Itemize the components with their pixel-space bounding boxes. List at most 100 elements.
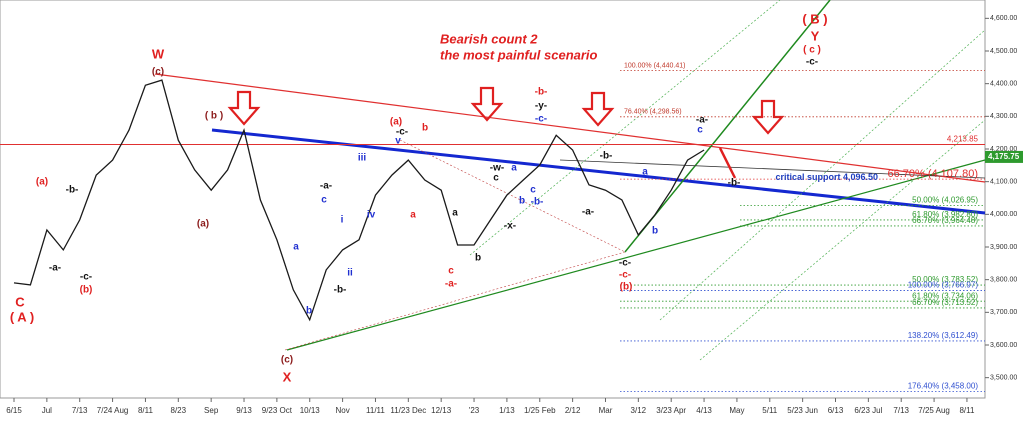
- wave-label: -c-: [806, 57, 818, 68]
- wave-label: -b-: [334, 285, 347, 296]
- wave-label: C: [15, 294, 25, 309]
- x-tick-label: Jul: [42, 406, 52, 415]
- wave-label: Y: [811, 28, 820, 43]
- price-line: [13, 79, 705, 322]
- y-tick-label: 3,500.00: [990, 375, 1017, 382]
- wave-label: c: [448, 266, 454, 277]
- wave-label: iii: [358, 153, 367, 164]
- level-label: 66.70% (3,713.52): [912, 298, 978, 307]
- wave-label: -c-: [619, 270, 631, 281]
- wave-label: a: [642, 167, 648, 178]
- x-tick-label: 9/13: [236, 406, 252, 415]
- wave-label: ( B ): [802, 11, 827, 26]
- wave-label: c: [697, 125, 703, 136]
- wave-label: -a-: [696, 115, 708, 126]
- wave-label: i: [341, 215, 344, 226]
- wave-label: (b): [620, 282, 633, 293]
- trend-line: [154, 73, 986, 183]
- wave-label: (b): [80, 285, 93, 296]
- trend-line: [559, 159, 986, 179]
- wave-label: (c): [281, 355, 293, 366]
- down-arrow: [581, 91, 615, 127]
- projection-arrow: [718, 147, 737, 179]
- x-tick-label: '23: [469, 406, 480, 415]
- wave-label: v: [395, 136, 401, 147]
- level-label: 66.70% (3,964.48): [912, 216, 978, 225]
- wave-label: b: [422, 123, 428, 134]
- x-tick-label: 7/25 Aug: [918, 406, 950, 415]
- x-tick-label: 11/23 Dec: [390, 406, 426, 415]
- wave-label: a: [293, 242, 299, 253]
- wave-label: -w-: [490, 163, 504, 174]
- wave-label: c: [493, 173, 499, 184]
- y-tick-label: 3,700.00: [990, 309, 1017, 316]
- wave-label: -b-: [531, 197, 544, 208]
- wave-label: c: [530, 185, 536, 196]
- x-tick-label: 3/12: [631, 406, 647, 415]
- wave-label: a: [452, 208, 458, 219]
- x-tick-label: 5/23 Jun: [787, 406, 818, 415]
- chart-title: Bearish count 2: [440, 31, 538, 46]
- x-tick-label: Sep: [204, 406, 219, 415]
- wave-label: -b-: [535, 87, 548, 98]
- wave-label: -a-: [320, 181, 332, 192]
- wave-label: -a-: [582, 207, 594, 218]
- wave-label: b: [652, 226, 658, 237]
- level-label: 138.20% (3,612.49): [908, 331, 979, 340]
- x-tick-label: 7/13: [72, 406, 88, 415]
- level-label: 76.40% (4,298.56): [624, 109, 682, 116]
- plot-frame: [0, 0, 986, 399]
- x-tick-label: 6/15: [6, 406, 22, 415]
- y-tick-label: 3,600.00: [990, 342, 1017, 349]
- level-label: 100.00% (3,766.97): [908, 281, 979, 290]
- trend-line: [286, 159, 986, 351]
- level-label: 66.70% (4,107.80): [887, 168, 978, 180]
- wave-label: b: [519, 196, 525, 207]
- x-tick-label: 3/23 Apr: [656, 406, 686, 415]
- x-tick-label: 1/13: [499, 406, 515, 415]
- trend-line: [624, 0, 831, 253]
- wave-label: ii: [347, 268, 353, 279]
- x-tick-label: 9/23 Oct: [262, 406, 293, 415]
- level-label: 50.00% (4,026.95): [912, 196, 978, 205]
- wave-line: [284, 251, 626, 351]
- wave-label: -a-: [445, 279, 457, 290]
- x-tick-label: 5/11: [762, 406, 778, 415]
- level-label: 50.00% (3,783.52): [912, 275, 978, 284]
- trend-line: [211, 128, 986, 215]
- wave-label: -c-: [535, 114, 547, 125]
- wave-label: -c-: [619, 258, 631, 269]
- wave-label: (a): [390, 117, 402, 128]
- wave-label: b: [475, 253, 481, 264]
- down-arrow: [470, 86, 504, 122]
- level-label: critical support 4,096.50: [775, 172, 878, 182]
- x-tick-label: 8/23: [171, 406, 187, 415]
- y-tick-label: 3,900.00: [990, 244, 1017, 251]
- wave-label: (a): [36, 177, 48, 188]
- y-tick-label: 3,800.00: [990, 277, 1017, 284]
- wave-label: a: [410, 210, 416, 221]
- y-tick-label: 4,400.00: [990, 81, 1017, 88]
- wave-label: -c-: [396, 127, 408, 138]
- wave-label: -b-: [728, 178, 741, 189]
- wave-label: b: [306, 306, 312, 317]
- x-tick-label: May: [729, 406, 744, 415]
- wave-label: ( c ): [803, 45, 821, 56]
- wave-label: -b-: [66, 185, 79, 196]
- wave-label: c: [321, 195, 327, 206]
- x-tick-label: 7/13: [893, 406, 909, 415]
- last-price-tag: [985, 150, 1023, 163]
- wave-line: [399, 139, 626, 253]
- x-tick-label: 12/13: [431, 406, 452, 415]
- x-tick-label: 2/12: [565, 406, 581, 415]
- wave-label: -x-: [504, 221, 516, 232]
- chart-subtitle: the most painful scenario: [440, 47, 598, 62]
- wave-label: (a): [197, 219, 209, 230]
- x-tick-label: 6/13: [828, 406, 844, 415]
- x-tick-label: Mar: [599, 406, 613, 415]
- wave-label: X: [283, 369, 292, 384]
- y-tick-label: 4,000.00: [990, 211, 1017, 218]
- x-tick-label: 11/11: [366, 406, 385, 415]
- x-tick-label: 8/11: [138, 406, 154, 415]
- x-tick-label: 6/23 Jul: [854, 406, 882, 415]
